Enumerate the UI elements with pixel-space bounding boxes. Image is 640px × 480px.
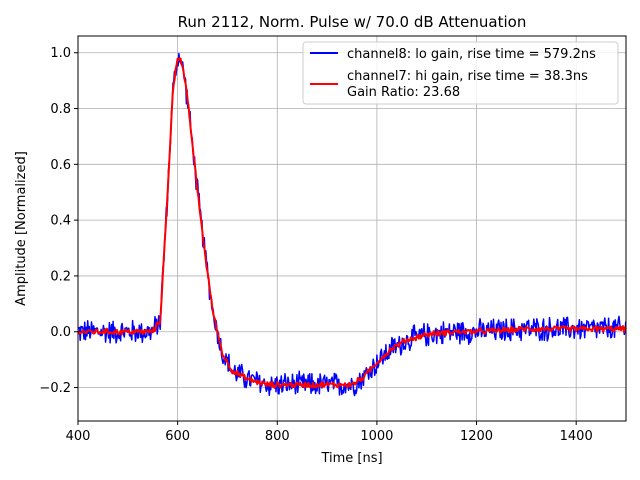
series-layer: [77, 52, 627, 397]
x-tick-label: 400: [66, 429, 91, 444]
y-tick-label: 0.0: [50, 325, 71, 340]
x-tick-label: 800: [265, 429, 290, 444]
chart-title: Run 2112, Norm. Pulse w/ 70.0 dB Attenua…: [178, 13, 527, 31]
legend-entry-channel7: channel7: hi gain, rise time = 38.3ns: [347, 69, 588, 84]
legend-entry-channel8: channel8: lo gain, rise time = 579.2ns: [347, 47, 596, 62]
legend-box: [302, 41, 619, 105]
x-tick-label: 1200: [460, 429, 493, 444]
legend: channel8: lo gain, rise time = 579.2ns c…: [302, 41, 619, 105]
y-tick-label: −0.2: [39, 381, 71, 396]
x-tick-label: 1400: [560, 429, 593, 444]
tick-layer: 400 600 800 1000 1200 1400 −0.2 0.0 0.2 0.4 0.6 0.8…: [39, 46, 592, 444]
plot-frame: [77, 35, 627, 422]
y-tick-label: 0.2: [50, 269, 71, 284]
y-tick-label: 0.6: [50, 158, 71, 173]
y-tick-label: 1.0: [50, 46, 71, 61]
y-tick-label: 0.4: [50, 214, 71, 229]
x-tick-label: 600: [165, 429, 190, 444]
y-tick-label: 0.8: [50, 102, 71, 117]
grid-layer: [77, 36, 626, 421]
x-tick-label: 1000: [360, 429, 393, 444]
series-line-channel7: [77, 57, 627, 389]
legend-entry-gain-ratio: Gain Ratio: 23.68: [347, 85, 460, 100]
y-axis-label: Amplitude [Normalized]: [14, 151, 29, 306]
x-axis-label: Time [ns]: [320, 451, 382, 466]
